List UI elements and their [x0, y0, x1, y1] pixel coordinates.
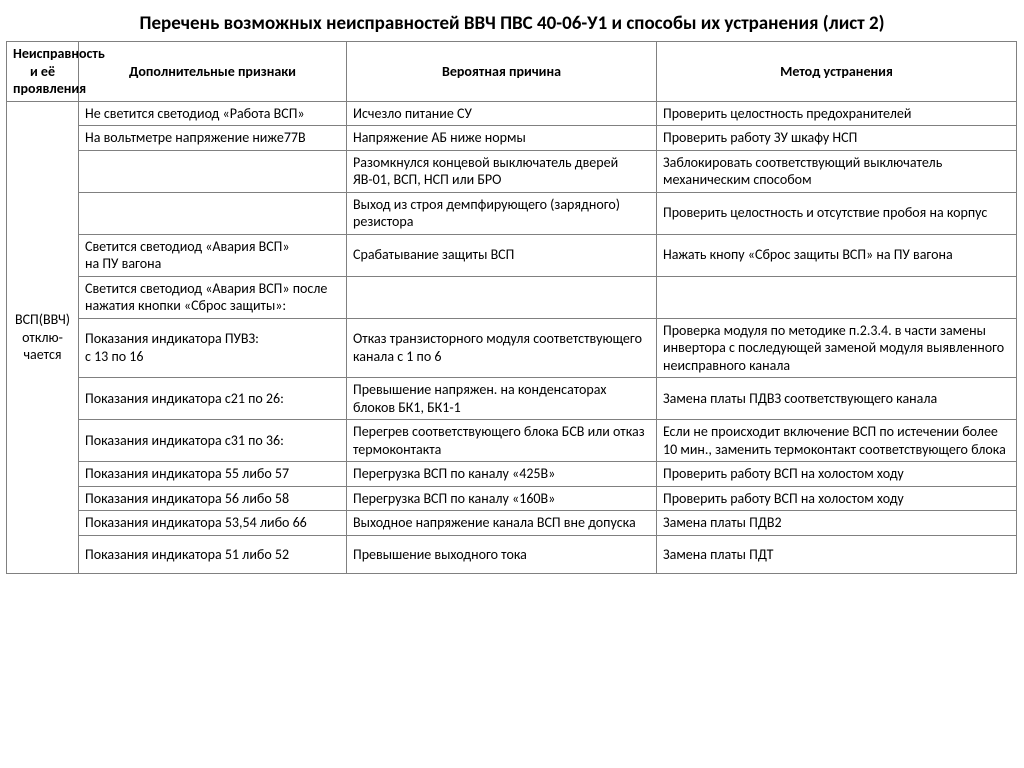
cell-method: Проверка модуля по методике п.2.3.4. в ч…: [657, 318, 1017, 378]
cell-cause: Выход из строя демпфирующего (зарядного)…: [347, 192, 657, 234]
cell-method: Замена платы ПДВЗ соответствующего канал…: [657, 378, 1017, 420]
cell-cause: Напряжение АБ ниже нормы: [347, 126, 657, 151]
header-cause: Вероятная причина: [347, 42, 657, 102]
cell-cause: Перегрев соответствующего блока БСВ или …: [347, 420, 657, 462]
table-row: Показания индикатора 55 либо 57 Перегруз…: [7, 462, 1017, 487]
cell-method: Проверить работу ВСП на холостом ходу: [657, 486, 1017, 511]
table-row: Выход из строя демпфирующего (зарядного)…: [7, 192, 1017, 234]
cell-cause: Превышение выходного тока: [347, 535, 657, 574]
header-method: Метод устранения: [657, 42, 1017, 102]
table-row: Показания индикатора 56 либо 58 Перегруз…: [7, 486, 1017, 511]
page-title: Перечень возможных неисправностей ВВЧ ПВ…: [0, 0, 1024, 41]
table-row: Светится светодиод «Авария ВСП» после на…: [7, 276, 1017, 318]
table-row: Показания индикатора с21 по 26: Превышен…: [7, 378, 1017, 420]
cell-cause: Срабатывание защиты ВСП: [347, 234, 657, 276]
cell-signs: Светится светодиод «Авария ВСП» на ПУ ва…: [79, 234, 347, 276]
table-row: Светится светодиод «Авария ВСП» на ПУ ва…: [7, 234, 1017, 276]
cell-method: Проверить работу ЗУ шкафу НСП: [657, 126, 1017, 151]
header-fault: Неисправность и её проявления: [7, 42, 79, 102]
fault-table: Неисправность и её проявления Дополнител…: [6, 41, 1017, 574]
cell-signs: [79, 192, 347, 234]
cell-signs: Показания индикатора 53,54 либо 66: [79, 511, 347, 536]
cell-cause: [347, 276, 657, 318]
cell-signs: Показания индикатора с31 по 36:: [79, 420, 347, 462]
cell-method: Замена платы ПДВ2: [657, 511, 1017, 536]
table-body: ВСП(ВВЧ) отклю-чается Не светится светод…: [7, 101, 1017, 574]
cell-signs: Показания индикатора 56 либо 58: [79, 486, 347, 511]
cell-method: Если не происходит включение ВСП по исте…: [657, 420, 1017, 462]
cell-signs: Светится светодиод «Авария ВСП» после на…: [79, 276, 347, 318]
cell-method: Проверить работу ВСП на холостом ходу: [657, 462, 1017, 487]
header-signs: Дополнительные признаки: [79, 42, 347, 102]
cell-signs: Показания индикатора ПУВЗ:с 13 по 16: [79, 318, 347, 378]
header-row: Неисправность и её проявления Дополнител…: [7, 42, 1017, 102]
cell-signs: На вольтметре напряжение ниже77В: [79, 126, 347, 151]
cell-signs: Не светится светодиод «Работа ВСП»: [79, 101, 347, 126]
cell-method: Заблокировать соответствующий выключател…: [657, 150, 1017, 192]
cell-cause: Отказ транзисторного модуля соответствую…: [347, 318, 657, 378]
cell-cause: Исчезло питание СУ: [347, 101, 657, 126]
cell-signs: Показания индикатора 51 либо 52: [79, 535, 347, 574]
cell-cause: Перегрузка ВСП по каналу «160В»: [347, 486, 657, 511]
cell-method: [657, 276, 1017, 318]
table-row: Показания индикатора ПУВЗ:с 13 по 16 Отк…: [7, 318, 1017, 378]
cell-method: Проверить целостность и отсутствие пробо…: [657, 192, 1017, 234]
fault-cell: ВСП(ВВЧ) отклю-чается: [7, 101, 79, 574]
cell-method: Замена платы ПДТ: [657, 535, 1017, 574]
table-row: Разомкнулся концевой выключатель дверей …: [7, 150, 1017, 192]
table-row: ВСП(ВВЧ) отклю-чается Не светится светод…: [7, 101, 1017, 126]
table-row: Показания индикатора с31 по 36: Перегрев…: [7, 420, 1017, 462]
cell-signs: Показания индикатора с21 по 26:: [79, 378, 347, 420]
cell-signs: Показания индикатора 55 либо 57: [79, 462, 347, 487]
cell-cause: Перегрузка ВСП по каналу «425В»: [347, 462, 657, 487]
cell-signs: [79, 150, 347, 192]
cell-method: Нажать кнопу «Сброс защиты ВСП» на ПУ ва…: [657, 234, 1017, 276]
cell-method: Проверить целостность предохранителей: [657, 101, 1017, 126]
cell-cause: Выходное напряжение канала ВСП вне допус…: [347, 511, 657, 536]
table-row: Показания индикатора 53,54 либо 66 Выход…: [7, 511, 1017, 536]
table-row: На вольтметре напряжение ниже77В Напряже…: [7, 126, 1017, 151]
cell-cause: Превышение напряжен. на конденсаторах бл…: [347, 378, 657, 420]
table-row: Показания индикатора 51 либо 52 Превышен…: [7, 535, 1017, 574]
cell-cause: Разомкнулся концевой выключатель дверей …: [347, 150, 657, 192]
